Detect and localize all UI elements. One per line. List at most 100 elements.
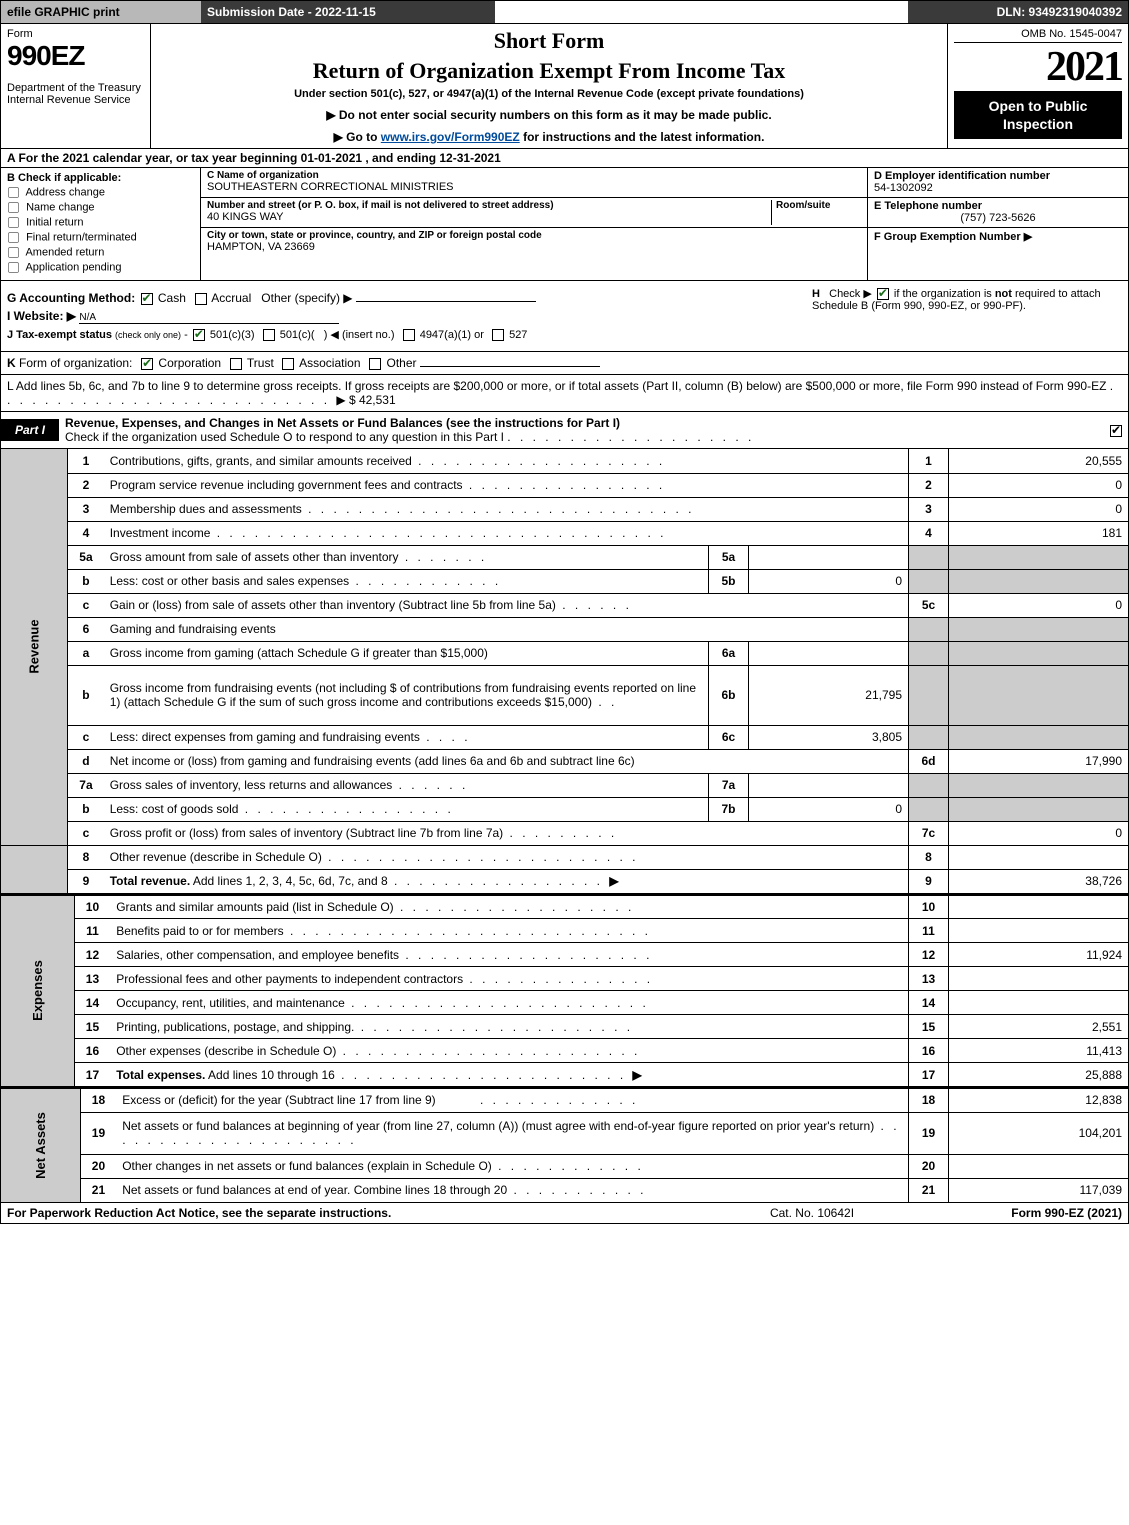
open-to-public: Open to Public Inspection	[954, 91, 1122, 139]
chk-501c[interactable]	[263, 329, 275, 341]
C-name-label: C Name of organization	[207, 170, 861, 181]
chk-4947[interactable]	[403, 329, 415, 341]
l3-num: 3	[68, 497, 104, 521]
l5c-desc: Gain or (loss) from sale of assets other…	[110, 598, 556, 612]
part1-schedO-check[interactable]	[1104, 423, 1128, 437]
header-left: Form 990EZ Department of the Treasury In…	[1, 24, 151, 148]
I-label: I Website: ▶	[7, 309, 76, 323]
l12-num: 12	[74, 943, 110, 967]
l18-desc: Excess or (deficit) for the year (Subtra…	[122, 1093, 435, 1107]
l10-num: 10	[74, 895, 110, 919]
sidebar-revenue: Revenue	[1, 449, 68, 845]
chk-initial-return[interactable]: Initial return	[7, 216, 194, 229]
chk-527[interactable]	[492, 329, 504, 341]
chk-amended-return[interactable]: Amended return	[7, 246, 194, 259]
website-value: N/A	[79, 312, 339, 324]
l7b-box-shade	[909, 797, 949, 821]
chk-other-org[interactable]	[369, 358, 381, 370]
chk-corp[interactable]	[141, 358, 153, 370]
l4-val: 181	[949, 521, 1129, 545]
D-cell: D Employer identification number 54-1302…	[868, 168, 1128, 198]
chk-cash[interactable]	[141, 293, 153, 305]
page-footer: For Paperwork Reduction Act Notice, see …	[0, 1203, 1129, 1224]
l6b-val-shade	[949, 665, 1129, 725]
D-value: 54-1302092	[874, 182, 1122, 194]
l2-val: 0	[949, 473, 1129, 497]
l15-num: 15	[74, 1015, 110, 1039]
l19-val: 104,201	[949, 1112, 1129, 1154]
l3-desc: Membership dues and assessments	[110, 502, 302, 516]
G-line: G Accounting Method: Cash Accrual Other …	[7, 291, 802, 305]
l7a-mv	[749, 773, 909, 797]
l6a-num: a	[68, 641, 104, 665]
l6d-box: 6d	[909, 749, 949, 773]
l2-box: 2	[909, 473, 949, 497]
l13-box: 13	[909, 967, 949, 991]
l20-box: 20	[909, 1154, 949, 1178]
section-BCDEF: B Check if applicable: Address change Na…	[0, 168, 1129, 281]
l18-num: 18	[80, 1088, 116, 1112]
l13-val	[949, 967, 1129, 991]
col-B: B Check if applicable: Address change Na…	[1, 168, 201, 280]
l4-desc: Investment income	[110, 526, 211, 540]
header-center: Short Form Return of Organization Exempt…	[151, 24, 948, 148]
city-cell: City or town, state or province, country…	[201, 228, 867, 258]
chk-assoc[interactable]	[282, 358, 294, 370]
l3-val: 0	[949, 497, 1129, 521]
goto-post: for instructions and the latest informat…	[520, 130, 765, 144]
l21-desc: Net assets or fund balances at end of ye…	[122, 1183, 507, 1197]
efile-label: efile GRAPHIC print	[1, 1, 201, 23]
l5a-desc: Gross amount from sale of assets other t…	[110, 550, 399, 564]
row-A: A For the 2021 calendar year, or tax yea…	[0, 149, 1129, 168]
street-cell: Number and street (or P. O. box, if mail…	[201, 198, 867, 228]
chk-H[interactable]	[877, 288, 889, 300]
other-org-blank	[420, 366, 600, 367]
l12-desc: Salaries, other compensation, and employ…	[116, 948, 399, 962]
chk-application-pending[interactable]: Application pending	[7, 261, 194, 274]
footer-right-post: (2021)	[1084, 1206, 1122, 1220]
l14-val	[949, 991, 1129, 1015]
l10-desc: Grants and similar amounts paid (list in…	[116, 900, 393, 914]
l5a-mid: 5a	[709, 545, 749, 569]
part1-check-text: Check if the organization used Schedule …	[65, 430, 504, 444]
dept-treasury: Department of the Treasury	[7, 82, 144, 94]
l6-box-shade	[909, 617, 949, 641]
chk-accrual[interactable]	[195, 293, 207, 305]
l9-box: 9	[909, 869, 949, 893]
l6c-num: c	[68, 725, 104, 749]
l8-box: 8	[909, 845, 949, 869]
J-line: J Tax-exempt status (check only one) - 5…	[7, 328, 802, 341]
chk-address-change[interactable]: Address change	[7, 186, 194, 199]
l5b-box-shade	[909, 569, 949, 593]
C-city-label: City or town, state or province, country…	[207, 230, 861, 241]
l2-desc: Program service revenue including govern…	[110, 478, 463, 492]
org-name-cell: C Name of organization SOUTHEASTERN CORR…	[201, 168, 867, 198]
chk-501c3[interactable]	[193, 329, 205, 341]
F-cell: F Group Exemption Number ▶	[868, 228, 1128, 258]
l7b-desc: Less: cost of goods sold	[110, 802, 239, 816]
col-CDE: C Name of organization SOUTHEASTERN CORR…	[201, 168, 1128, 280]
l1-desc: Contributions, gifts, grants, and simila…	[110, 454, 412, 468]
l7b-num: b	[68, 797, 104, 821]
B-label: B Check if applicable:	[7, 172, 194, 184]
chk-name-change[interactable]: Name change	[7, 201, 194, 214]
revenue-table: Revenue 1 Contributions, gifts, grants, …	[0, 449, 1129, 894]
l6b-mid: 6b	[709, 665, 749, 725]
l6b-num: b	[68, 665, 104, 725]
l6c-mv: 3,805	[749, 725, 909, 749]
sidebar-expenses: Expenses	[1, 895, 75, 1087]
l4-num: 4	[68, 521, 104, 545]
chk-trust[interactable]	[230, 358, 242, 370]
part1-tab: Part I	[1, 419, 59, 441]
l18-box: 18	[909, 1088, 949, 1112]
chk-final-return[interactable]: Final return/terminated	[7, 231, 194, 244]
l21-num: 21	[80, 1178, 116, 1202]
l5b-num: b	[68, 569, 104, 593]
irs-link[interactable]: www.irs.gov/Form990EZ	[381, 130, 520, 144]
part1-title: Revenue, Expenses, and Changes in Net As…	[59, 412, 1104, 448]
l20-num: 20	[80, 1154, 116, 1178]
chk-addr-label: Address change	[25, 186, 105, 198]
city: HAMPTON, VA 23669	[207, 241, 861, 253]
l5b-mv: 0	[749, 569, 909, 593]
accrual-label: Accrual	[211, 291, 251, 305]
